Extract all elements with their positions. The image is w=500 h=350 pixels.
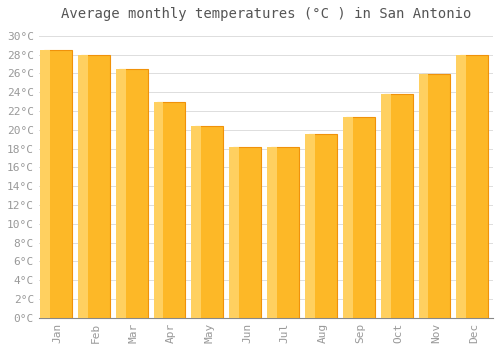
Bar	[157, 102, 186, 318]
Title: Average monthly temperatures (°C ) in San Antonio: Average monthly temperatures (°C ) in Sa…	[60, 7, 471, 21]
Bar	[460, 55, 488, 318]
Bar	[308, 134, 337, 318]
Bar	[82, 55, 110, 318]
Bar	[230, 147, 239, 318]
Bar	[380, 94, 390, 318]
Bar	[195, 126, 224, 318]
Bar	[233, 147, 261, 318]
Bar	[343, 117, 353, 318]
Bar	[346, 117, 375, 318]
Bar	[116, 69, 126, 318]
Bar	[267, 147, 277, 318]
Bar	[270, 147, 299, 318]
Bar	[418, 74, 428, 318]
Bar	[384, 94, 412, 318]
Bar	[305, 134, 315, 318]
Bar	[119, 69, 148, 318]
Bar	[78, 55, 88, 318]
Bar	[422, 74, 450, 318]
Bar	[192, 126, 202, 318]
Bar	[154, 102, 164, 318]
Bar	[44, 50, 72, 318]
Bar	[456, 55, 466, 318]
Bar	[40, 50, 50, 318]
